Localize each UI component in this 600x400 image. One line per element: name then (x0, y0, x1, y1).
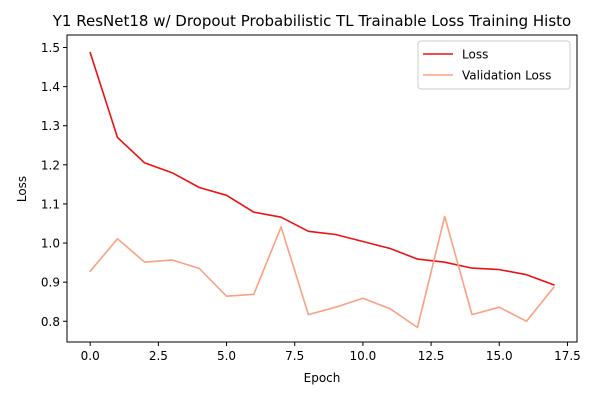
legend-box (417, 40, 571, 90)
x-tick-label: 17.5 (554, 349, 581, 363)
plot-frame (66, 34, 578, 343)
y-tick-label: 1.1 (41, 197, 60, 211)
plot-lines (89, 51, 555, 329)
y-tick-label: 1.4 (41, 80, 60, 94)
y-tick-label: 1.2 (41, 158, 60, 172)
y-tick-label: 0.9 (41, 276, 60, 290)
x-axis-label: Epoch (304, 371, 341, 385)
x-tick-label: 12.5 (418, 349, 445, 363)
series-line-0 (89, 51, 555, 286)
legend-label-1: Validation Loss (462, 69, 551, 83)
x-tick-label: 0.0 (81, 349, 100, 363)
y-axis-label: Loss (15, 176, 29, 202)
x-tick-label: 2.5 (149, 349, 168, 363)
x-tick-label: 5.0 (217, 349, 236, 363)
x-axis-ticks: 0.0 2.5 5.0 7.5 10.0 12.5 15.0 17.5 (81, 342, 581, 363)
y-tick-label: 0.8 (41, 315, 60, 329)
series-line-1 (89, 215, 555, 329)
x-tick-label: 15.0 (486, 349, 513, 363)
y-tick-label: 1.3 (41, 119, 60, 133)
legend-label-0: Loss (462, 48, 488, 62)
y-tick-label: 1.5 (41, 41, 60, 55)
x-tick-label: 7.5 (285, 349, 304, 363)
legend: Loss Validation Loss (417, 40, 571, 90)
y-tick-label: 1.0 (41, 237, 60, 251)
x-tick-label: 10.0 (350, 349, 377, 363)
y-axis-ticks: 0.8 0.9 1.0 1.1 1.2 1.3 1.4 1.5 (41, 41, 67, 329)
chart-title: Y1 ResNet18 w/ Dropout Probabilistic TL … (52, 12, 571, 30)
